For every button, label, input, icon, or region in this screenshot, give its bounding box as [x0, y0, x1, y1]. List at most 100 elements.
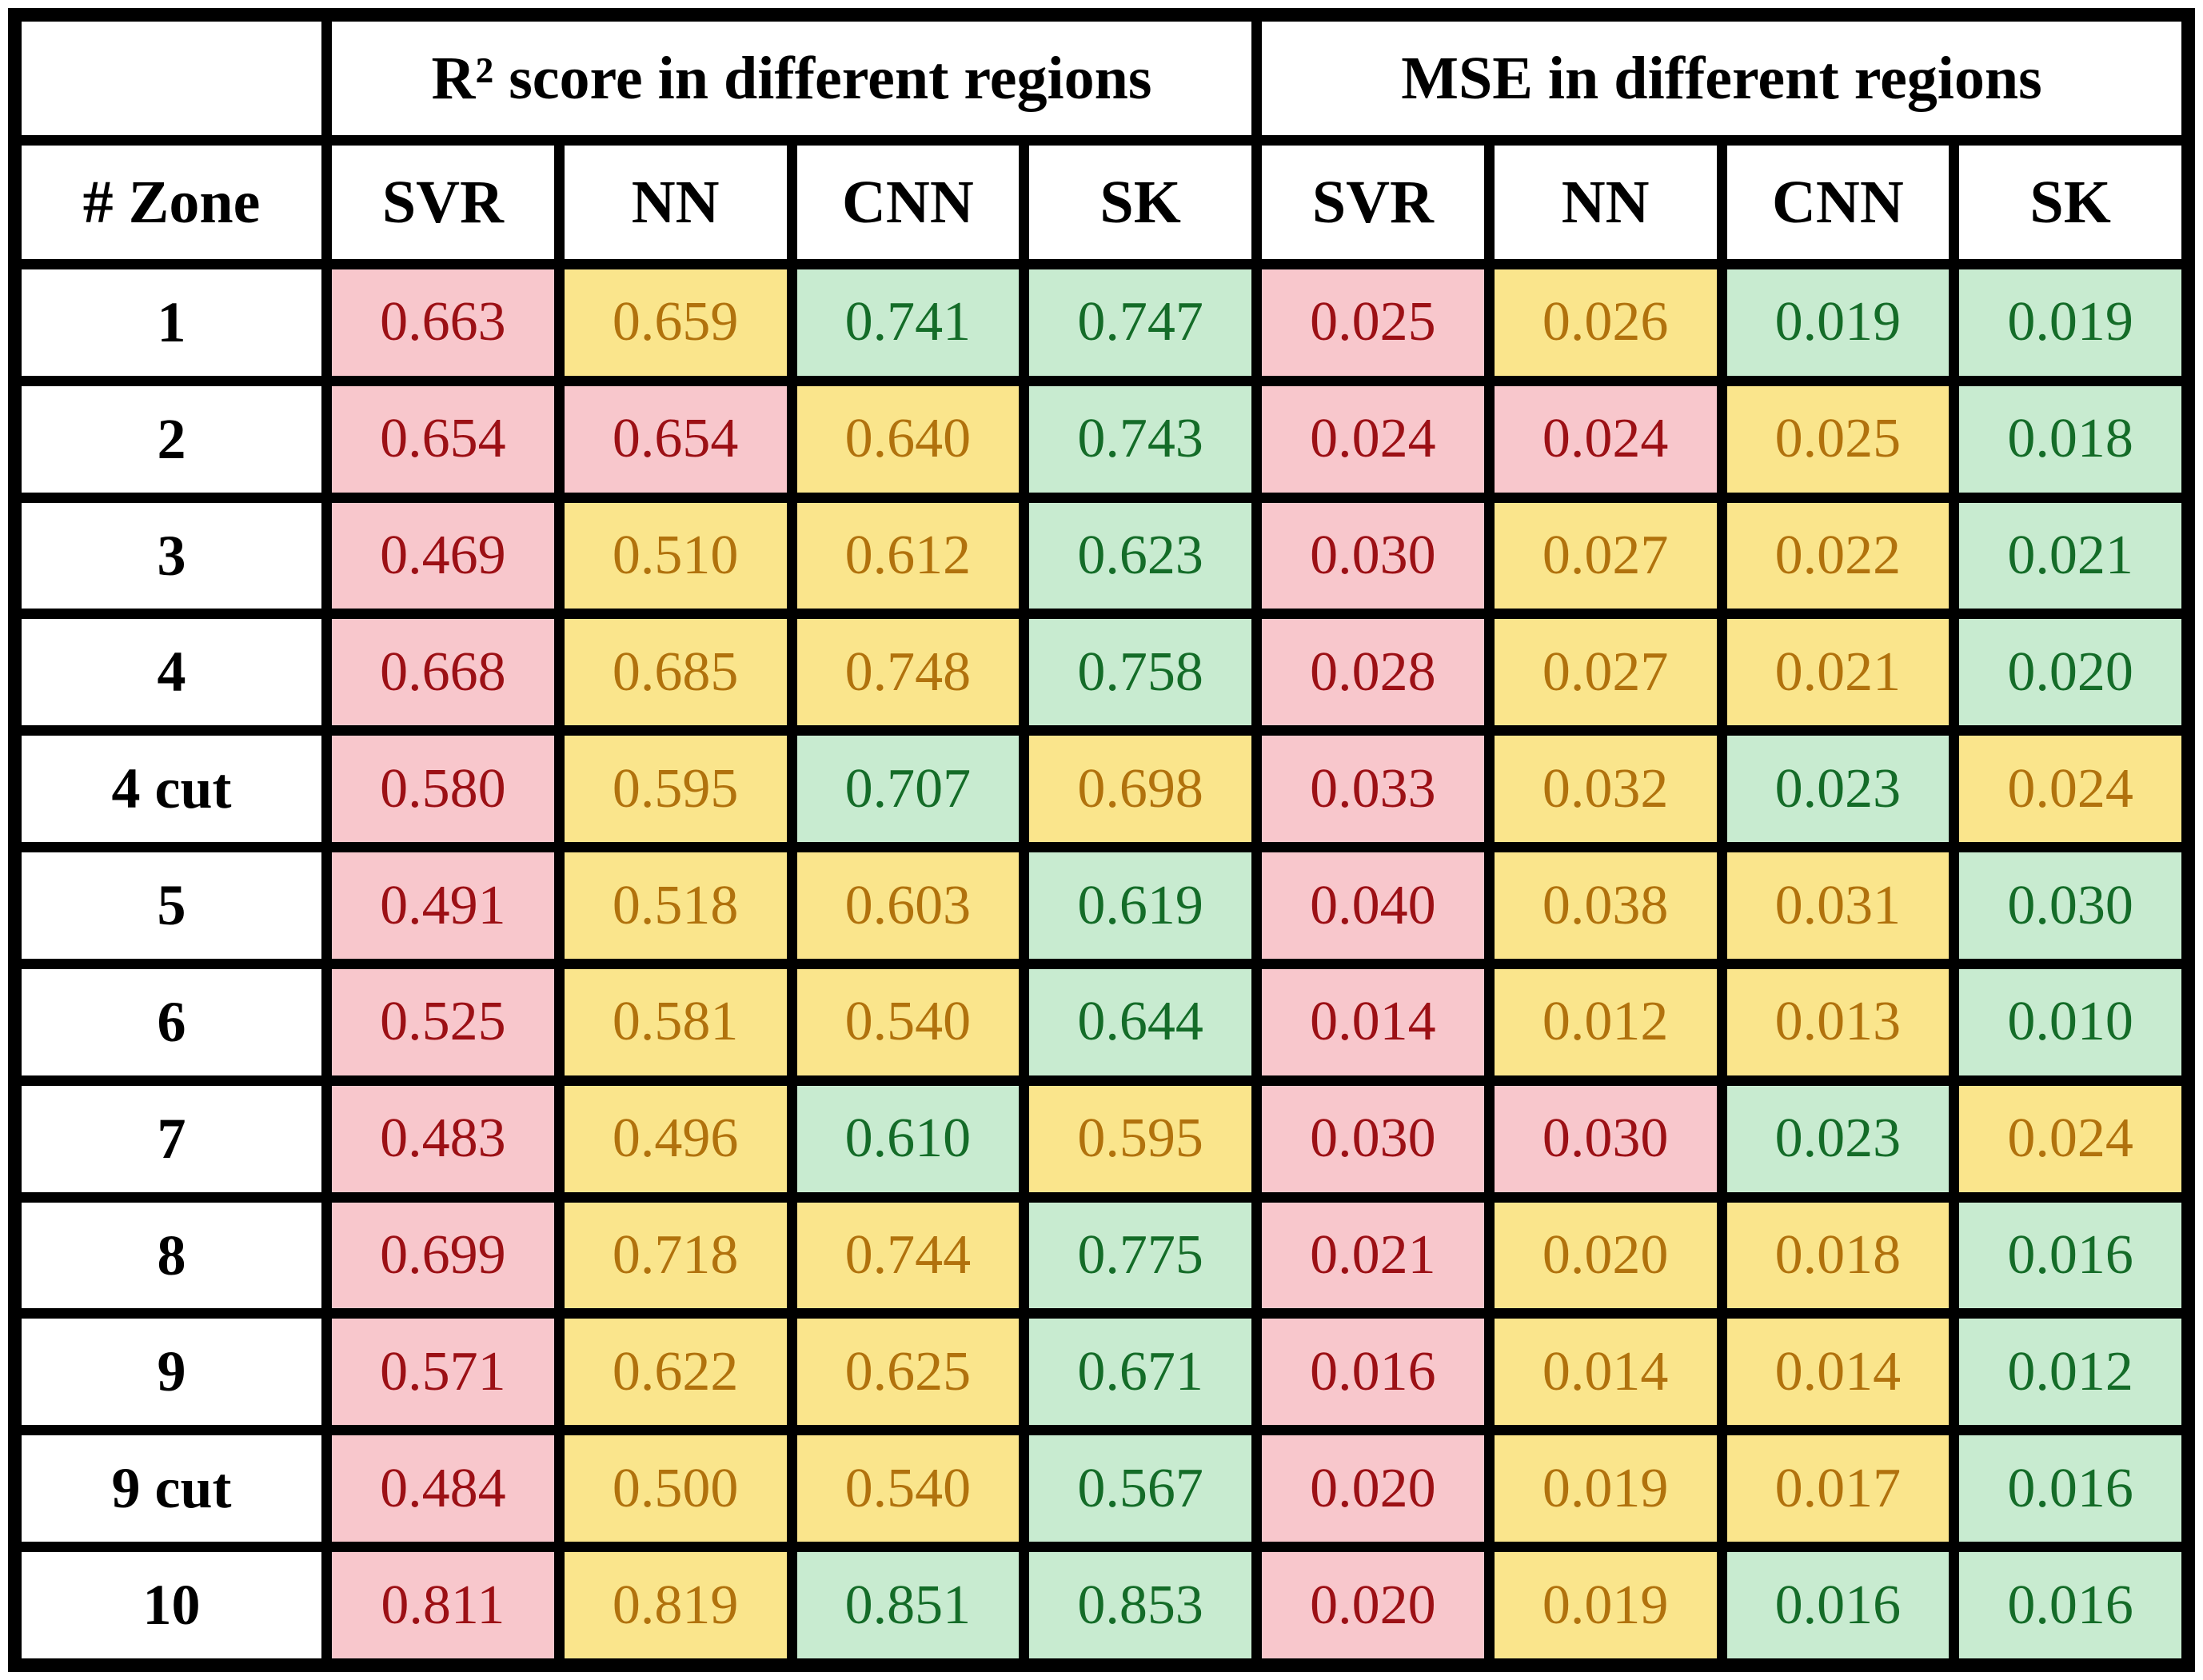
mse-value-cell: 0.019 [1494, 1552, 1717, 1658]
r2-value-cell: 0.654 [564, 385, 787, 493]
mse-value-cell: 0.013 [1726, 968, 1950, 1075]
mse-value-cell: 0.025 [1726, 385, 1950, 493]
r2-value-cell: 0.625 [796, 1319, 1020, 1426]
mse-value-cell: 0.017 [1726, 1435, 1950, 1542]
mse-value-cell: 0.030 [1494, 1085, 1717, 1192]
mse-value-cell: 0.030 [1262, 502, 1484, 609]
r2-value-cell: 0.469 [332, 502, 554, 609]
r2-value-cell: 0.718 [564, 1202, 787, 1309]
zone-label: 7 [22, 1085, 321, 1192]
r2-value-cell: 0.811 [332, 1552, 554, 1658]
model-column-header: SK [1959, 146, 2181, 259]
mse-value-cell: 0.016 [1959, 1552, 2181, 1658]
zone-label: 6 [22, 968, 321, 1075]
r2-value-cell: 0.610 [796, 1085, 1020, 1192]
mse-value-cell: 0.032 [1494, 736, 1717, 843]
model-column-header: CNN [796, 146, 1020, 259]
r2-value-cell: 0.743 [1029, 385, 1251, 493]
r2-value-cell: 0.699 [332, 1202, 554, 1309]
r2-value-cell: 0.741 [796, 269, 1020, 376]
r2-value-cell: 0.747 [1029, 269, 1251, 376]
mse-value-cell: 0.027 [1494, 502, 1717, 609]
r2-value-cell: 0.659 [564, 269, 787, 376]
mse-value-cell: 0.024 [1959, 736, 2181, 843]
group-header-mse: MSE in different regions [1262, 22, 2181, 135]
zone-label: 1 [22, 269, 321, 376]
zone-label: 10 [22, 1552, 321, 1658]
mse-value-cell: 0.018 [1726, 1202, 1950, 1309]
r2-value-cell: 0.707 [796, 736, 1020, 843]
mse-value-cell: 0.016 [1959, 1202, 2181, 1309]
mse-value-cell: 0.020 [1262, 1552, 1484, 1658]
r2-value-cell: 0.483 [332, 1085, 554, 1192]
results-table: R² score in different regions MSE in diff… [8, 8, 2195, 1672]
r2-value-cell: 0.612 [796, 502, 1020, 609]
r2-value-cell: 0.654 [332, 385, 554, 493]
model-column-header: SVR [1262, 146, 1484, 259]
r2-value-cell: 0.663 [332, 269, 554, 376]
r2-value-cell: 0.640 [796, 385, 1020, 493]
mse-value-cell: 0.012 [1959, 1319, 2181, 1426]
r2-value-cell: 0.619 [1029, 852, 1251, 959]
r2-value-cell: 0.518 [564, 852, 787, 959]
zone-label: 9 cut [22, 1435, 321, 1542]
r2-value-cell: 0.500 [564, 1435, 787, 1542]
r2-value-cell: 0.540 [796, 1435, 1020, 1542]
group-header-r2: R² score in different regions [332, 22, 1251, 135]
r2-value-cell: 0.853 [1029, 1552, 1251, 1658]
mse-value-cell: 0.010 [1959, 968, 2181, 1075]
zone-label: 4 cut [22, 736, 321, 843]
r2-value-cell: 0.571 [332, 1319, 554, 1426]
r2-value-cell: 0.819 [564, 1552, 787, 1658]
mse-value-cell: 0.024 [1262, 385, 1484, 493]
model-column-header: CNN [1726, 146, 1950, 259]
mse-value-cell: 0.026 [1494, 269, 1717, 376]
r2-value-cell: 0.748 [796, 619, 1020, 726]
mse-value-cell: 0.040 [1262, 852, 1484, 959]
mse-value-cell: 0.016 [1959, 1435, 2181, 1542]
mse-value-cell: 0.033 [1262, 736, 1484, 843]
zone-column-header: # Zone [22, 146, 321, 259]
mse-value-cell: 0.030 [1959, 852, 2181, 959]
mse-value-cell: 0.019 [1959, 269, 2181, 376]
mse-value-cell: 0.021 [1262, 1202, 1484, 1309]
r2-value-cell: 0.775 [1029, 1202, 1251, 1309]
model-column-header: SVR [332, 146, 554, 259]
model-column-header: NN [564, 146, 787, 259]
r2-value-cell: 0.510 [564, 502, 787, 609]
r2-value-cell: 0.644 [1029, 968, 1251, 1075]
model-column-header: NN [1494, 146, 1717, 259]
r2-value-cell: 0.581 [564, 968, 787, 1075]
r2-value-cell: 0.851 [796, 1552, 1020, 1658]
r2-value-cell: 0.595 [564, 736, 787, 843]
mse-value-cell: 0.014 [1262, 968, 1484, 1075]
mse-value-cell: 0.021 [1959, 502, 2181, 609]
r2-value-cell: 0.580 [332, 736, 554, 843]
r2-value-cell: 0.622 [564, 1319, 787, 1426]
mse-value-cell: 0.038 [1494, 852, 1717, 959]
r2-value-cell: 0.484 [332, 1435, 554, 1542]
mse-value-cell: 0.031 [1726, 852, 1950, 959]
mse-value-cell: 0.019 [1494, 1435, 1717, 1542]
model-column-header: SK [1029, 146, 1251, 259]
mse-value-cell: 0.030 [1262, 1085, 1484, 1192]
mse-value-cell: 0.022 [1726, 502, 1950, 609]
mse-value-cell: 0.025 [1262, 269, 1484, 376]
mse-value-cell: 0.019 [1726, 269, 1950, 376]
r2-value-cell: 0.623 [1029, 502, 1251, 609]
mse-value-cell: 0.016 [1726, 1552, 1950, 1658]
mse-value-cell: 0.027 [1494, 619, 1717, 726]
r2-value-cell: 0.603 [796, 852, 1020, 959]
mse-value-cell: 0.020 [1959, 619, 2181, 726]
zone-label: 9 [22, 1319, 321, 1426]
r2-value-cell: 0.744 [796, 1202, 1020, 1309]
mse-value-cell: 0.024 [1494, 385, 1717, 493]
mse-value-cell: 0.018 [1959, 385, 2181, 493]
mse-value-cell: 0.016 [1262, 1319, 1484, 1426]
r2-value-cell: 0.567 [1029, 1435, 1251, 1542]
r2-value-cell: 0.668 [332, 619, 554, 726]
mse-value-cell: 0.020 [1494, 1202, 1717, 1309]
zone-label: 2 [22, 385, 321, 493]
mse-value-cell: 0.024 [1959, 1085, 2181, 1192]
mse-value-cell: 0.014 [1494, 1319, 1717, 1426]
